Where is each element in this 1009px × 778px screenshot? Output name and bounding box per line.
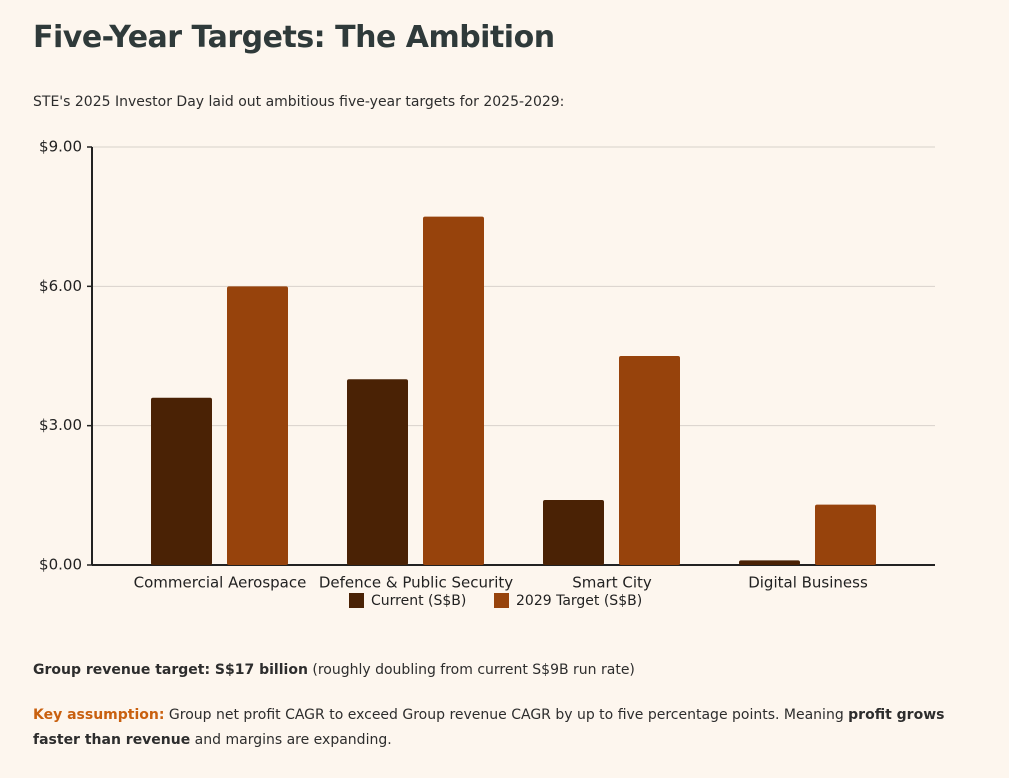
- bar: [423, 216, 484, 565]
- x-tick-label: Digital Business: [748, 574, 868, 592]
- bar: [347, 379, 408, 565]
- intro: STE's 2025 Investor Day laid out ambitio…: [33, 94, 565, 110]
- summary: Group revenue target: S$17 billion (roug…: [33, 658, 963, 683]
- legend-swatch: [349, 593, 364, 608]
- y-tick-label: $0.00: [39, 556, 82, 574]
- bar: [619, 356, 680, 565]
- assumption: Key assumption: Group net profit CAGR to…: [33, 703, 963, 753]
- y-tick-label: $6.00: [39, 277, 82, 295]
- bar: [815, 504, 876, 565]
- legend-swatch: [494, 593, 509, 608]
- chart: $0.00 $3.00 $6.00 $9.00 Commercial Aerospace…: [39, 138, 935, 609]
- page-title: Five-Year Targets: The Ambition: [33, 20, 555, 55]
- x-tick-label: Commercial Aerospace: [134, 574, 307, 592]
- x-tick-label: Defence & Public Security: [319, 574, 513, 592]
- y-tick-label: $3.00: [39, 416, 82, 434]
- y-tick-label: $9.00: [39, 138, 82, 156]
- assumption-label: Key assumption:: [33, 707, 165, 723]
- assumption-text: Group net profit CAGR to exceed Group re…: [164, 707, 849, 723]
- x-tick-label: Smart City: [572, 574, 652, 592]
- assumption-emphasis: profit grows faster than revenue: [33, 707, 945, 748]
- assumption-tail: and margins are expanding.: [190, 732, 392, 748]
- summary-rest: (roughly doubling from current S$9B run …: [307, 662, 635, 678]
- bar: [739, 560, 800, 565]
- legend-label: 2029 Target (S$B): [516, 593, 642, 609]
- bar: [227, 286, 288, 565]
- summary-lead: Group revenue target: S$17 billion: [33, 662, 308, 678]
- bar: [151, 397, 212, 565]
- bar: [543, 499, 604, 565]
- legend-label: Current (S$B): [371, 593, 466, 609]
